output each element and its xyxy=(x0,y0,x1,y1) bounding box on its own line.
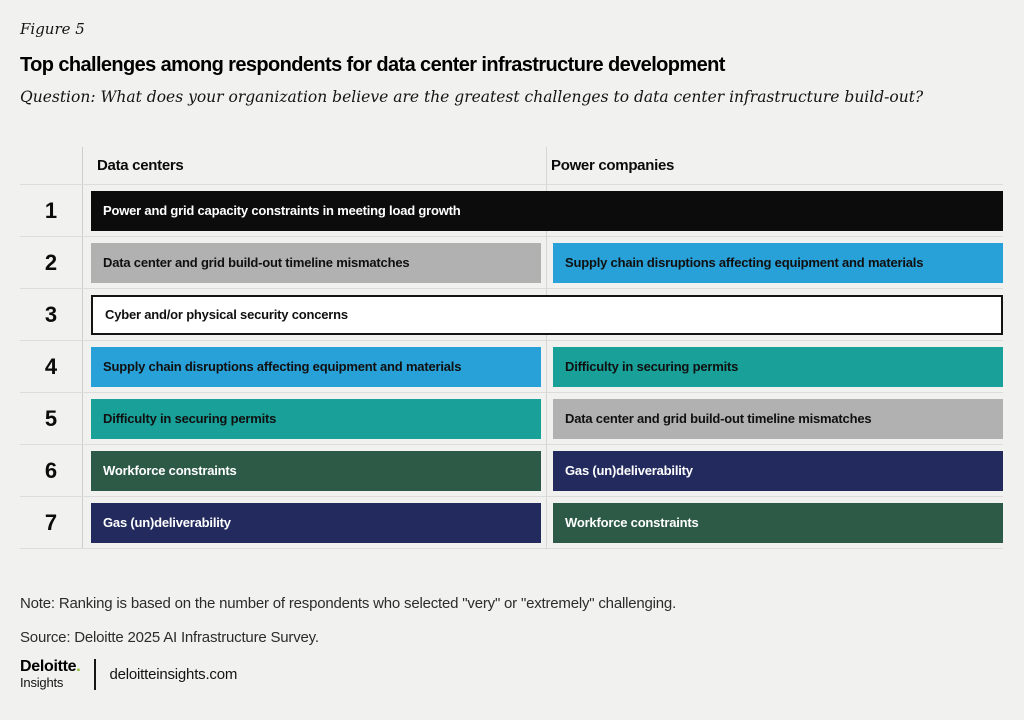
brand-green-dot: . xyxy=(76,658,81,676)
ranking-table: Data centers Power companies 1 Power and… xyxy=(20,147,1003,549)
challenge-bar-gas-deliverability: Gas (un)deliverability xyxy=(553,450,1003,491)
column-divider-line xyxy=(546,147,547,549)
brand-name: Deloitte xyxy=(20,658,77,676)
challenge-bar-permits: Difficulty in securing permits xyxy=(553,346,1003,387)
logo-divider-line xyxy=(94,659,97,690)
deloitte-insights-logo: Deloitte. Insights xyxy=(20,658,81,691)
figure-number: Figure 5 xyxy=(20,20,85,38)
challenge-bar-workforce: Workforce constraints xyxy=(553,502,1003,543)
figure-note: Note: Ranking is based on the number of … xyxy=(20,595,677,612)
website-link[interactable]: deloitteinsights.com xyxy=(109,666,238,683)
figure-source: Source: Deloitte 2025 AI Infrastructure … xyxy=(20,629,319,646)
rank-column-spacer xyxy=(20,147,83,184)
figure-question: Question: What does your organization be… xyxy=(20,88,924,106)
table-row: 7 Gas (un)deliverability Workforce const… xyxy=(20,497,1003,549)
rank-cell: 7 xyxy=(20,497,83,548)
footer: Deloitte. Insights deloitteinsights.com xyxy=(20,658,1004,691)
table-row: 4 Supply chain disruptions affecting equ… xyxy=(20,341,1003,393)
table-row: 1 Power and grid capacity constraints in… xyxy=(20,185,1003,237)
table-row: 6 Workforce constraints Gas (un)delivera… xyxy=(20,445,1003,497)
challenge-bar-supply-chain: Supply chain disruptions affecting equip… xyxy=(553,242,1003,283)
table-header-row: Data centers Power companies xyxy=(20,147,1003,185)
rank-cell: 3 xyxy=(20,289,83,340)
rank-cell: 5 xyxy=(20,393,83,444)
brand-sub-label: Insights xyxy=(20,675,64,691)
challenge-bar-supply-chain: Supply chain disruptions affecting equip… xyxy=(91,346,541,387)
table-row: 3 Cyber and/or physical security concern… xyxy=(20,289,1003,341)
challenge-bar-workforce: Workforce constraints xyxy=(91,450,541,491)
column-header-power-companies: Power companies xyxy=(551,157,675,174)
challenge-bar-timeline-mismatches: Data center and grid build-out timeline … xyxy=(553,398,1003,439)
rank-cell: 6 xyxy=(20,445,83,496)
challenge-bar-cyber-security: Cyber and/or physical security concerns xyxy=(91,294,1003,335)
column-header-data-centers: Data centers xyxy=(97,157,184,174)
table-row: 2 Data center and grid build-out timelin… xyxy=(20,237,1003,289)
rank-cell: 4 xyxy=(20,341,83,392)
challenge-bar-gas-deliverability: Gas (un)deliverability xyxy=(91,502,541,543)
challenge-bar-power-grid-capacity: Power and grid capacity constraints in m… xyxy=(91,190,1003,231)
challenge-bar-timeline-mismatches: Data center and grid build-out timeline … xyxy=(91,242,541,283)
rank-cell: 1 xyxy=(20,185,83,236)
challenge-bar-permits: Difficulty in securing permits xyxy=(91,398,541,439)
table-row: 5 Difficulty in securing permits Data ce… xyxy=(20,393,1003,445)
rank-cell: 2 xyxy=(20,237,83,288)
figure-title: Top challenges among respondents for dat… xyxy=(20,54,725,76)
